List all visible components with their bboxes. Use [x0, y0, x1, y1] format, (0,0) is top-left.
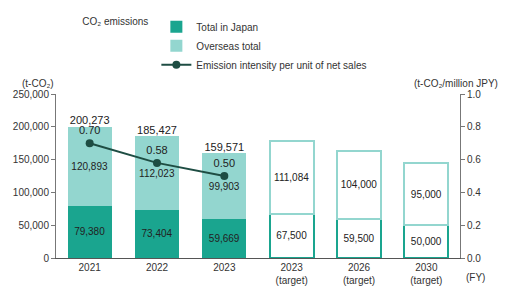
svg-text:(FY): (FY) [466, 272, 485, 283]
svg-text:(t-CO₂): (t-CO₂) [22, 78, 54, 89]
svg-text:59,669: 59,669 [209, 233, 240, 244]
svg-text:200,000: 200,000 [13, 121, 50, 132]
svg-text:59,500: 59,500 [343, 233, 374, 244]
svg-text:99,903: 99,903 [209, 181, 240, 192]
svg-text:0.2: 0.2 [467, 220, 481, 231]
svg-text:2026(target): 2026(target) [343, 262, 375, 286]
svg-text:0.58: 0.58 [146, 144, 167, 156]
svg-text:2023: 2023 [213, 262, 236, 273]
svg-text:185,427: 185,427 [137, 124, 177, 136]
svg-text:95,000: 95,000 [411, 189, 442, 200]
svg-text:150,000: 150,000 [13, 154, 50, 165]
svg-text:0.4: 0.4 [467, 187, 481, 198]
svg-text:2030(target): 2030(target) [410, 262, 442, 286]
svg-text:(t-CO₂/million JPY): (t-CO₂/million JPY) [414, 78, 498, 89]
svg-text:0.70: 0.70 [79, 124, 100, 136]
svg-text:200,273: 200,273 [70, 114, 110, 126]
svg-text:2022: 2022 [146, 262, 169, 273]
svg-text:0.8: 0.8 [467, 121, 481, 132]
svg-text:2023(target): 2023(target) [276, 262, 308, 286]
svg-text:Overseas total: Overseas total [196, 41, 260, 52]
svg-text:1.0: 1.0 [467, 89, 481, 100]
svg-text:104,000: 104,000 [341, 179, 378, 190]
svg-text:112,023: 112,023 [139, 168, 175, 179]
svg-text:2021: 2021 [79, 262, 102, 273]
svg-text:100,000: 100,000 [13, 187, 50, 198]
svg-text:0.0: 0.0 [467, 253, 481, 264]
svg-text:79,380: 79,380 [74, 226, 105, 237]
svg-text:159,571: 159,571 [204, 141, 244, 153]
svg-text:50,000: 50,000 [18, 220, 49, 231]
svg-text:73,404: 73,404 [141, 228, 172, 239]
svg-text:0.50: 0.50 [214, 157, 235, 169]
svg-text:CO₂ emissions: CO₂ emissions [82, 16, 148, 27]
svg-text:0: 0 [43, 253, 49, 264]
svg-text:250,000: 250,000 [13, 89, 50, 100]
svg-text:Emission intensity per unit of: Emission intensity per unit of net sales [196, 60, 366, 71]
svg-text:120,893: 120,893 [71, 161, 108, 172]
svg-text:50,000: 50,000 [411, 236, 442, 247]
svg-text:0.6: 0.6 [467, 154, 481, 165]
svg-text:Total in Japan: Total in Japan [196, 22, 258, 33]
svg-text:67,500: 67,500 [276, 230, 307, 241]
svg-text:111,084: 111,084 [274, 172, 309, 183]
